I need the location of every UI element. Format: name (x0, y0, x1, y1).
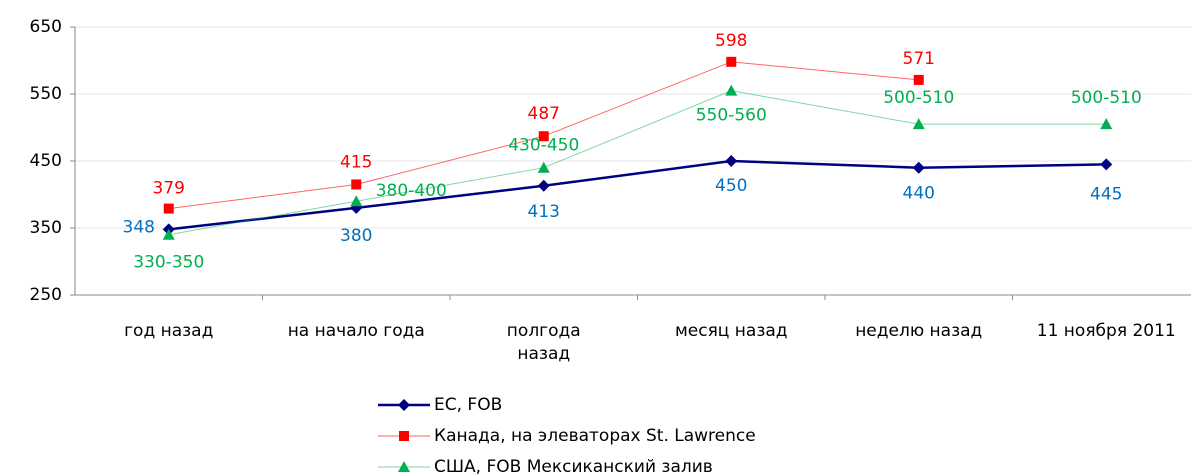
y-tick-label: 550 (30, 84, 62, 104)
marker (162, 228, 175, 240)
series-line (168, 159, 1107, 231)
x-tick-label: год назад (124, 321, 214, 341)
y-tick-label: 650 (30, 17, 62, 37)
legend-label: Канада, на элеваторах St. Lawrence (434, 426, 756, 446)
legend-label: США, FOB Мексиканский залив (434, 457, 713, 475)
y-tick-label: 250 (30, 285, 62, 305)
marker (538, 131, 549, 142)
x-tick-label: на начало года (287, 321, 425, 341)
y-tick-label: 450 (30, 151, 62, 171)
data-label: 550-560 (696, 106, 767, 126)
series-line (168, 90, 1107, 236)
data-label: 413 (528, 202, 560, 222)
legend-label: ЕС, FOB (434, 395, 502, 415)
x-tick-label: 11 ноября 2011 (1036, 321, 1176, 341)
data-label: 430-450 (508, 136, 579, 156)
marker (1100, 158, 1113, 171)
x-tick-label: месяц назад (674, 321, 788, 341)
marker (912, 161, 925, 174)
data-label: 571 (903, 49, 935, 69)
data-label: 330-350 (133, 253, 204, 273)
marker (912, 118, 925, 130)
data-label: 348 (123, 217, 155, 237)
x-tick-label: полгода назад (506, 321, 581, 364)
data-label: 450 (715, 176, 747, 196)
data-label: 500-510 (883, 88, 954, 108)
marker (725, 155, 738, 167)
x-tick-label: неделю назад (855, 321, 983, 341)
marker (725, 84, 738, 96)
marker (1100, 118, 1113, 130)
data-label: 379 (153, 179, 185, 199)
data-label: 380 (340, 226, 372, 246)
marker (399, 431, 409, 441)
marker (351, 179, 362, 190)
marker (163, 203, 174, 214)
data-label: 445 (1090, 184, 1122, 204)
marker (398, 461, 410, 472)
data-label: 440 (903, 184, 935, 204)
marker (726, 56, 737, 67)
marker (913, 74, 924, 85)
data-label: 500-510 (1071, 88, 1142, 108)
data-label: 415 (340, 152, 372, 172)
marker (350, 195, 363, 207)
marker (537, 179, 550, 192)
data-label: 598 (715, 31, 747, 51)
y-tick-label: 350 (30, 218, 62, 238)
marker (398, 399, 410, 411)
marker (537, 161, 550, 173)
data-label: 487 (528, 104, 560, 124)
data-label: 380-400 (376, 181, 447, 201)
